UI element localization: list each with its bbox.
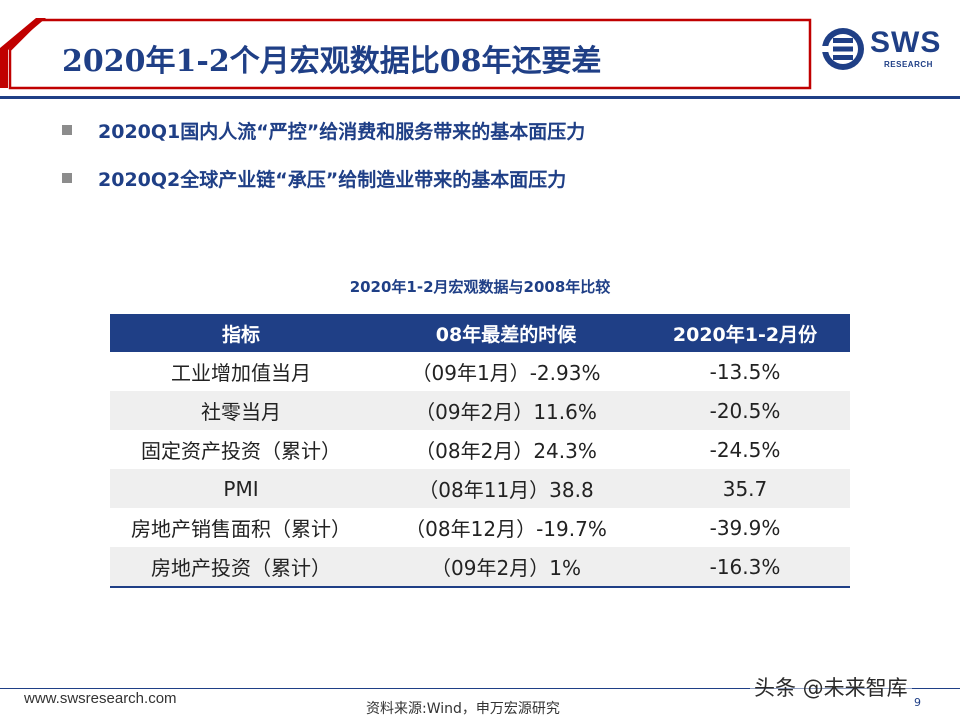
bullet-list: 2020Q1国内人流“严控”给消费和服务带来的基本面压力 2020Q2全球产业链… (62, 112, 585, 208)
table-row: 房地产销售面积（累计） （08年12月）-19.7% -39.9% (110, 508, 850, 547)
sws-logo-icon (822, 28, 864, 70)
column-header: 08年最差的时候 (372, 314, 640, 352)
website-url: www.swsresearch.com (24, 690, 177, 707)
table-cell: -39.9% (709, 515, 781, 540)
square-bullet-icon (62, 125, 72, 135)
column-header: 2020年1-2月份 (640, 314, 850, 352)
bullet-item: 2020Q2全球产业链“承压”给制造业带来的基本面压力 (62, 160, 585, 196)
table-cell: -13.5% (709, 359, 781, 384)
table-cell: -20.5% (640, 391, 850, 430)
macro-comparison-table: 指标 08年最差的时候 2020年1-2月份 工业增加值当月 （09年1月）-2… (110, 314, 850, 588)
column-header: 指标 (110, 314, 372, 352)
table-row: 工业增加值当月 （09年1月）-2.93% -13.5% (110, 352, 850, 391)
title-bar-frame (0, 18, 812, 90)
logo-subtext: RESEARCH (884, 60, 933, 69)
bullet-text: 2020Q1国内人流“严控”给消费和服务带来的基本面压力 (98, 120, 586, 143)
table-cell: （08年2月）24.3% (415, 439, 597, 463)
table-row: 社零当月 （09年2月）11.6% -20.5% (110, 391, 850, 430)
table-cell: -16.3% (640, 547, 850, 588)
table-cell: （09年2月）1% (372, 547, 640, 588)
table-cell: 35.7 (640, 469, 850, 508)
footer-divider (0, 688, 960, 689)
watermark: 头条 @未来智库 (750, 672, 912, 702)
table-cell: 房地产销售面积（累计） (131, 517, 351, 541)
table-row: 固定资产投资（累计） （08年2月）24.3% -24.5% (110, 430, 850, 469)
table-cell: （09年2月）11.6% (372, 391, 640, 430)
table-header-row: 指标 08年最差的时候 2020年1-2月份 (110, 314, 850, 352)
page-title: 2020年1-2个月宏观数据比08年还要差 (62, 44, 602, 79)
source-note: 资料来源:Wind，申万宏源研究 (366, 701, 560, 717)
logo-text: SWS (870, 26, 942, 59)
title-bar: 2020年1-2个月宏观数据比08年还要差 (0, 18, 812, 90)
table-cell: 房地产投资（累计） (110, 547, 372, 588)
table-row: PMI （08年11月）38.8 35.7 (110, 469, 850, 508)
table-cell: （08年12月）-19.7% (405, 517, 607, 541)
table-row: 房地产投资（累计） （09年2月）1% -16.3% (110, 547, 850, 588)
page-number: 9 (914, 696, 921, 709)
table-title: 2020年1-2月宏观数据与2008年比较 (349, 278, 611, 296)
table-cell: -24.5% (709, 437, 781, 462)
table-cell: PMI (110, 469, 372, 508)
table-cell: （09年1月）-2.93% (411, 361, 601, 385)
sws-logo: SWS RESEARCH (820, 22, 945, 78)
header-divider (0, 96, 960, 99)
table-cell: 社零当月 (110, 391, 372, 430)
table-cell: 工业增加值当月 (171, 361, 311, 385)
table-cell: 固定资产投资（累计） (141, 439, 341, 463)
square-bullet-icon (62, 173, 72, 183)
table-cell: （08年11月）38.8 (372, 469, 640, 508)
bullet-text: 2020Q2全球产业链“承压”给制造业带来的基本面压力 (98, 168, 567, 191)
bullet-item: 2020Q1国内人流“严控”给消费和服务带来的基本面压力 (62, 112, 585, 148)
